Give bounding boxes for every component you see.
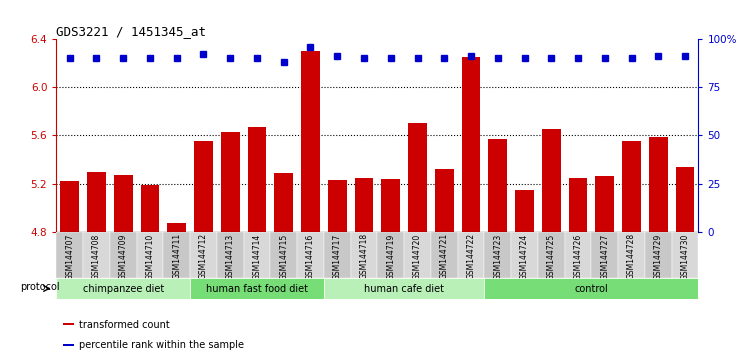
Bar (328, 180, 347, 232)
Bar (565, 232, 592, 278)
Bar (56, 232, 83, 278)
Bar (354, 178, 373, 232)
Bar (488, 139, 507, 232)
Text: GSM144718: GSM144718 (360, 233, 369, 279)
Bar (435, 169, 454, 232)
Bar (297, 232, 324, 278)
Bar (274, 173, 293, 232)
Bar (649, 137, 668, 232)
Text: GSM144728: GSM144728 (627, 233, 636, 279)
Bar (596, 176, 614, 232)
Bar (618, 232, 645, 278)
Bar (190, 278, 324, 299)
Bar (431, 232, 457, 278)
Text: chimpanzee diet: chimpanzee diet (83, 284, 164, 293)
Bar (484, 232, 511, 278)
Bar (63, 323, 74, 325)
Bar (194, 142, 213, 232)
Bar (569, 178, 587, 232)
Text: GSM144725: GSM144725 (547, 233, 556, 280)
Bar (645, 232, 671, 278)
Text: GSM144708: GSM144708 (92, 233, 101, 280)
Text: control: control (575, 284, 608, 293)
Text: GSM144726: GSM144726 (574, 233, 583, 280)
Bar (270, 232, 297, 278)
Text: transformed count: transformed count (79, 320, 170, 330)
Text: GSM144730: GSM144730 (680, 233, 689, 280)
Bar (110, 232, 137, 278)
Text: human cafe diet: human cafe diet (364, 284, 444, 293)
Bar (671, 232, 698, 278)
Bar (140, 185, 159, 232)
Text: GSM144720: GSM144720 (413, 233, 422, 280)
Text: GSM144715: GSM144715 (279, 233, 288, 280)
Bar (63, 344, 74, 346)
Bar (462, 57, 481, 232)
Bar (83, 232, 110, 278)
Bar (515, 190, 534, 232)
Text: GSM144727: GSM144727 (600, 233, 609, 280)
Bar (538, 232, 565, 278)
Text: GSM144719: GSM144719 (386, 233, 395, 280)
Bar (137, 232, 163, 278)
Text: GSM144709: GSM144709 (119, 233, 128, 280)
Text: human fast food diet: human fast food diet (206, 284, 308, 293)
Bar (114, 175, 133, 232)
Bar (592, 232, 618, 278)
Bar (221, 132, 240, 232)
Bar (404, 232, 431, 278)
Bar (484, 278, 698, 299)
Bar (60, 181, 79, 232)
Bar (248, 127, 267, 232)
Text: GSM144721: GSM144721 (440, 233, 449, 279)
Bar (301, 51, 320, 232)
Bar (351, 232, 377, 278)
Text: GSM144713: GSM144713 (226, 233, 235, 280)
Bar (56, 278, 190, 299)
Bar (457, 232, 484, 278)
Bar (382, 179, 400, 232)
Text: GSM144717: GSM144717 (333, 233, 342, 280)
Text: GSM144723: GSM144723 (493, 233, 502, 280)
Text: percentile rank within the sample: percentile rank within the sample (79, 340, 244, 350)
Bar (324, 278, 484, 299)
Text: GSM144707: GSM144707 (65, 233, 74, 280)
Bar (243, 232, 270, 278)
Bar (676, 167, 695, 232)
Text: GSM144729: GSM144729 (654, 233, 663, 280)
Text: GSM144716: GSM144716 (306, 233, 315, 280)
Text: GSM144711: GSM144711 (172, 233, 181, 279)
Text: GSM144712: GSM144712 (199, 233, 208, 279)
Text: GSM144714: GSM144714 (252, 233, 261, 280)
Bar (163, 232, 190, 278)
Bar (324, 232, 351, 278)
Text: GSM144710: GSM144710 (146, 233, 155, 280)
Bar (217, 232, 243, 278)
Bar (542, 129, 561, 232)
Text: protocol: protocol (20, 282, 59, 292)
Bar (408, 123, 427, 232)
Text: GSM144722: GSM144722 (466, 233, 475, 279)
Bar (511, 232, 538, 278)
Text: GSM144724: GSM144724 (520, 233, 529, 280)
Text: GDS3221 / 1451345_at: GDS3221 / 1451345_at (56, 25, 207, 38)
Bar (87, 172, 106, 232)
Bar (167, 223, 186, 232)
Bar (377, 232, 404, 278)
Bar (190, 232, 217, 278)
Bar (622, 142, 641, 232)
